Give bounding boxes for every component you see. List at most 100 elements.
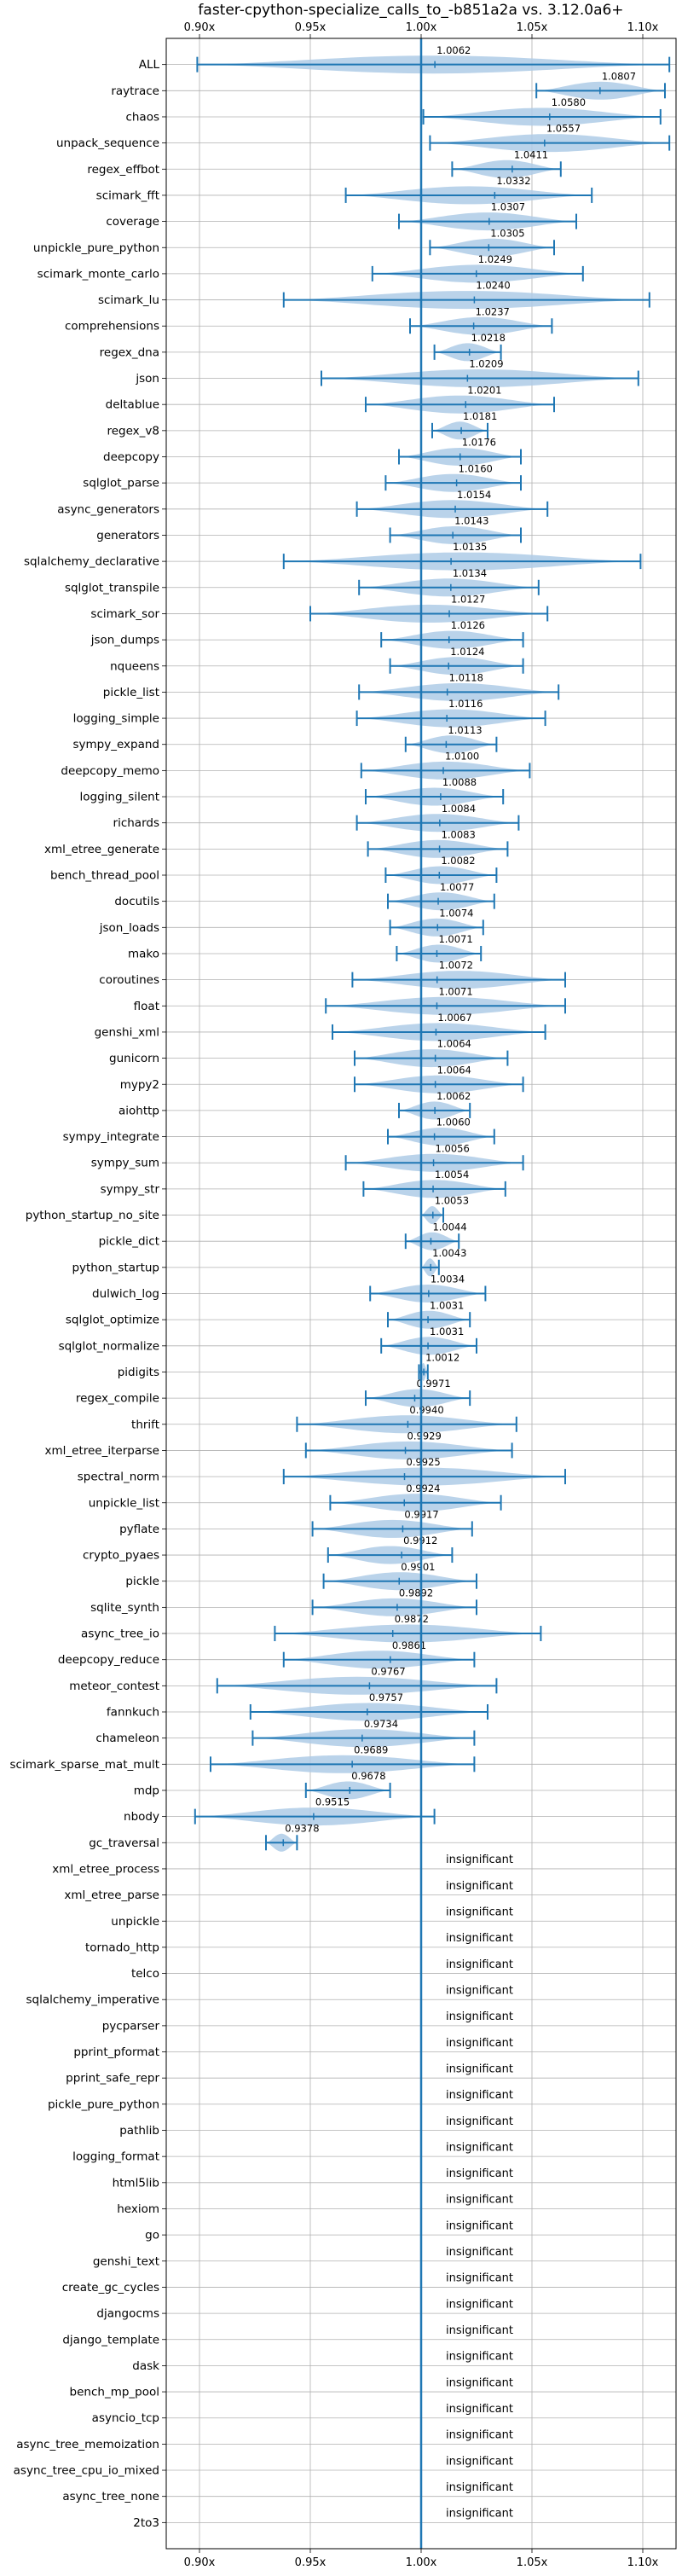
value-label: 1.0088 bbox=[442, 776, 477, 788]
benchmark-row: 0.9901 bbox=[322, 1561, 477, 1591]
value-label: 1.0031 bbox=[430, 1299, 464, 1311]
value-label: 1.0126 bbox=[451, 619, 485, 631]
benchmark-name: sqlglot_parse bbox=[83, 477, 159, 490]
benchmark-name: thrift bbox=[131, 1418, 159, 1431]
benchmark-name: crypto_pyaes bbox=[83, 1549, 159, 1563]
benchmark-name: djangocms bbox=[96, 2307, 159, 2321]
benchmark-name: html5lib bbox=[113, 2176, 159, 2190]
benchmark-name: json_dumps bbox=[90, 634, 159, 647]
benchmark-name: python_startup_no_site bbox=[26, 1209, 159, 1222]
benchmark-row: 1.0034 bbox=[369, 1273, 487, 1303]
benchmark-name: sqlalchemy_imperative bbox=[26, 1993, 160, 2007]
insignificant-label: insignificant bbox=[446, 2141, 513, 2154]
benchmark-row: 1.0054 bbox=[362, 1169, 506, 1198]
benchmark-name: unpickle bbox=[111, 1915, 159, 1929]
benchmark-name: regex_dna bbox=[100, 345, 159, 359]
benchmark-name: pickle bbox=[125, 1575, 159, 1588]
benchmark-name: mypy2 bbox=[120, 1078, 159, 1092]
benchmark-row: 1.0557 bbox=[429, 123, 671, 153]
value-label: 1.0071 bbox=[438, 933, 472, 945]
value-label: 1.0064 bbox=[437, 1064, 471, 1076]
benchmark-row: 0.9925 bbox=[282, 1456, 566, 1486]
benchmark-row: 1.0083 bbox=[367, 828, 509, 858]
value-label: 1.0209 bbox=[469, 358, 503, 370]
value-label: 1.0060 bbox=[436, 1117, 471, 1128]
benchmark-row: 1.0118 bbox=[358, 672, 560, 701]
benchmark-row: 1.0067 bbox=[332, 1012, 546, 1041]
value-label: 1.0053 bbox=[435, 1195, 469, 1207]
value-label: 0.9892 bbox=[399, 1587, 433, 1598]
benchmark-name: async_tree_io bbox=[81, 1627, 159, 1641]
value-label: 0.9872 bbox=[395, 1613, 429, 1625]
value-label: 0.9940 bbox=[409, 1404, 443, 1416]
benchmark-name: asyncio_tcp bbox=[92, 2411, 159, 2425]
insignificant-label: insignificant bbox=[446, 1984, 513, 1997]
benchmark-name: generators bbox=[96, 529, 159, 542]
x-tick-label-top: 1.10x bbox=[627, 21, 659, 34]
benchmark-name: dulwich_log bbox=[92, 1287, 159, 1301]
benchmark-name: pickle_pure_python bbox=[48, 2097, 159, 2111]
benchmark-name: fannkuch bbox=[107, 1706, 159, 1720]
insignificant-label: insignificant bbox=[446, 1854, 513, 1866]
benchmark-name: 2to3 bbox=[133, 2516, 159, 2530]
benchmark-name: regex_compile bbox=[76, 1392, 159, 1406]
value-label: 1.0127 bbox=[451, 594, 485, 606]
benchmark-row: 0.9872 bbox=[274, 1613, 542, 1643]
value-label: 1.0807 bbox=[602, 70, 636, 82]
value-label: 1.0062 bbox=[436, 44, 471, 56]
insignificant-label: insignificant bbox=[446, 2403, 513, 2416]
benchmark-row: 0.9689 bbox=[210, 1743, 476, 1773]
value-label: 1.0113 bbox=[448, 724, 482, 736]
benchmark-name: telco bbox=[131, 1967, 159, 1981]
benchmark-row: 1.0807 bbox=[535, 70, 666, 100]
x-tick-label-top: 0.95x bbox=[295, 21, 327, 34]
benchmark-name: regex_v8 bbox=[107, 424, 159, 438]
benchmark-row: 1.0176 bbox=[398, 437, 522, 466]
x-tick-label-bottom: 0.90x bbox=[184, 2556, 216, 2569]
value-label: 0.9901 bbox=[401, 1561, 435, 1573]
benchmark-row: 1.0580 bbox=[422, 96, 662, 126]
benchmark-row: 1.0249 bbox=[371, 253, 584, 283]
benchmark-name: meteor_contest bbox=[69, 1680, 159, 1693]
benchmark-name: create_gc_cycles bbox=[62, 2281, 159, 2295]
insignificant-label: insignificant bbox=[446, 2115, 513, 2128]
benchmark-row: 1.0240 bbox=[282, 280, 650, 310]
value-label: 1.0176 bbox=[462, 437, 496, 449]
value-label: 1.0240 bbox=[476, 280, 510, 292]
value-label: 1.0124 bbox=[450, 646, 484, 658]
x-tick-label-top: 1.05x bbox=[517, 21, 548, 34]
benchmark-name: regex_effbot bbox=[87, 163, 159, 177]
benchmark-row: 1.0134 bbox=[358, 567, 540, 597]
insignificant-label: insignificant bbox=[446, 1880, 513, 1893]
benchmark-name: pathlib bbox=[119, 2124, 159, 2138]
insignificant-label: insignificant bbox=[446, 2194, 513, 2207]
value-label: 1.0411 bbox=[514, 148, 548, 160]
benchmark-name: go bbox=[145, 2229, 159, 2242]
benchmark-row: 1.0411 bbox=[451, 148, 562, 178]
value-label: 1.0305 bbox=[490, 227, 524, 239]
insignificant-label: insignificant bbox=[446, 2324, 513, 2337]
benchmark-row: 1.0082 bbox=[384, 855, 498, 885]
benchmark-name: pycparser bbox=[102, 2019, 160, 2033]
x-tick-label-top: 1.00x bbox=[406, 21, 437, 34]
benchmark-name: pidigits bbox=[118, 1366, 159, 1379]
value-label: 1.0181 bbox=[463, 410, 497, 422]
value-label: 0.9861 bbox=[392, 1639, 426, 1651]
benchmark-row: 1.0077 bbox=[387, 881, 495, 911]
benchmark-name: spectral_norm bbox=[78, 1471, 159, 1484]
chart-title: faster-cpython-specialize_calls_to_-b851… bbox=[198, 2, 623, 19]
insignificant-label: insignificant bbox=[446, 2298, 513, 2311]
value-label: 1.0580 bbox=[552, 96, 586, 108]
benchmark-row: 1.0332 bbox=[344, 175, 593, 205]
benchmark-row: 1.0071 bbox=[396, 933, 483, 963]
value-label: 1.0056 bbox=[436, 1142, 470, 1154]
benchmark-name: json_loads bbox=[99, 921, 159, 935]
benchmark-row: 1.0084 bbox=[355, 803, 520, 833]
benchmark-row: 1.0181 bbox=[431, 410, 497, 440]
benchmark-name: logging_format bbox=[72, 2150, 159, 2164]
benchmark-name: scimark_fft bbox=[96, 189, 159, 202]
value-label: 1.0100 bbox=[445, 750, 479, 762]
benchmark-name: nbody bbox=[124, 1810, 159, 1824]
value-label: 1.0012 bbox=[425, 1352, 459, 1364]
value-label: 1.0043 bbox=[432, 1247, 466, 1259]
